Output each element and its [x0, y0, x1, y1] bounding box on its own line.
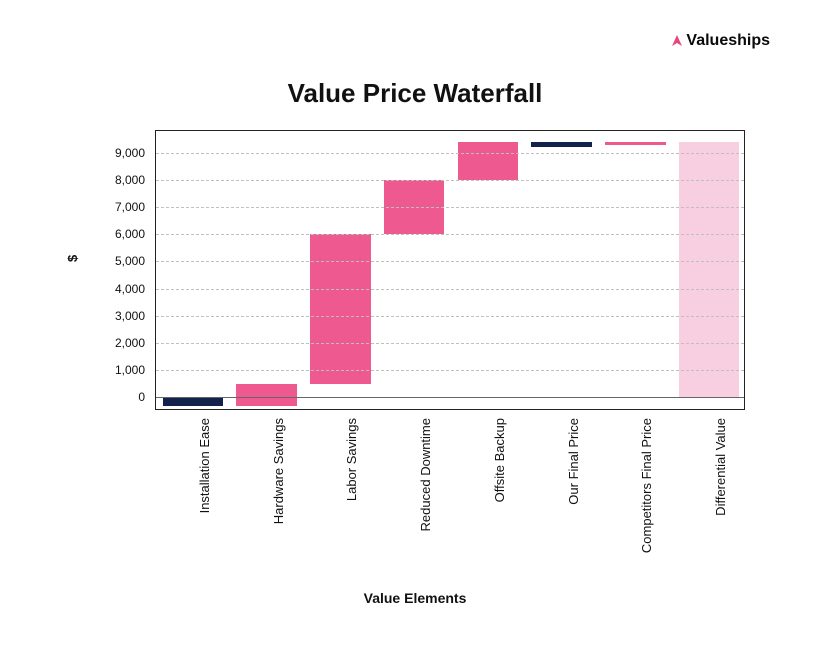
gridline — [156, 343, 744, 344]
x-tick-label: Competitors Final Price — [639, 418, 654, 553]
chart: 0 1,000 2,000 3,000 4,000 5,000 6,000 7,000 8,00… — [105, 130, 755, 580]
x-tick-label: Labor Savings — [344, 418, 359, 501]
brand-arrow-icon — [670, 34, 684, 48]
gridline — [156, 234, 744, 235]
x-tick-label: Installation Ease — [197, 418, 212, 513]
y-tick-label: 6,000 — [115, 227, 145, 241]
y-tick-label: 5,000 — [115, 254, 145, 268]
x-axis-label: Value Elements — [0, 590, 830, 606]
waterfall-bar — [531, 142, 591, 147]
waterfall-bar — [236, 384, 296, 406]
page: Valueships Value Price Waterfall $ 0 1,00… — [0, 0, 830, 662]
gridline — [156, 261, 744, 262]
gridline — [156, 370, 744, 371]
x-tick-label: Hardware Savings — [271, 418, 286, 524]
gridline — [156, 153, 744, 154]
y-tick-label: 9,000 — [115, 146, 145, 160]
x-axis-ticks: Installation Ease Hardware Savings Labor S… — [155, 410, 745, 580]
y-axis-label: $ — [65, 255, 80, 262]
waterfall-bar — [163, 397, 223, 405]
y-tick-label: 1,000 — [115, 363, 145, 377]
zero-line — [156, 397, 744, 398]
plot-area: 01,0002,0003,0004,0005,0006,0007,0008,00… — [155, 130, 745, 410]
chart-title: Value Price Waterfall — [0, 78, 830, 109]
y-tick-label: 3,000 — [115, 309, 145, 323]
y-tick-label: 0 — [138, 390, 145, 404]
waterfall-bar — [310, 234, 370, 384]
x-tick-label: Our Final Price — [566, 418, 581, 505]
gridline — [156, 180, 744, 181]
y-tick-label: 7,000 — [115, 200, 145, 214]
bars-layer — [156, 131, 744, 409]
gridline — [156, 316, 744, 317]
y-axis-ticks: 0 1,000 2,000 3,000 4,000 5,000 6,000 7,000 8,00… — [106, 131, 151, 411]
y-tick-label: 2,000 — [115, 336, 145, 350]
y-tick-label: 8,000 — [115, 173, 145, 187]
brand-name: Valueships — [686, 32, 770, 50]
waterfall-bar — [605, 142, 665, 145]
waterfall-bar — [458, 142, 518, 180]
x-tick-label: Differential Value — [713, 418, 728, 516]
gridline — [156, 207, 744, 208]
x-tick-label: Offsite Backup — [492, 418, 507, 502]
y-tick-label: 4,000 — [115, 282, 145, 296]
gridline — [156, 289, 744, 290]
brand-logo: Valueships — [670, 32, 770, 50]
x-tick-label: Reduced Downtime — [418, 418, 433, 531]
